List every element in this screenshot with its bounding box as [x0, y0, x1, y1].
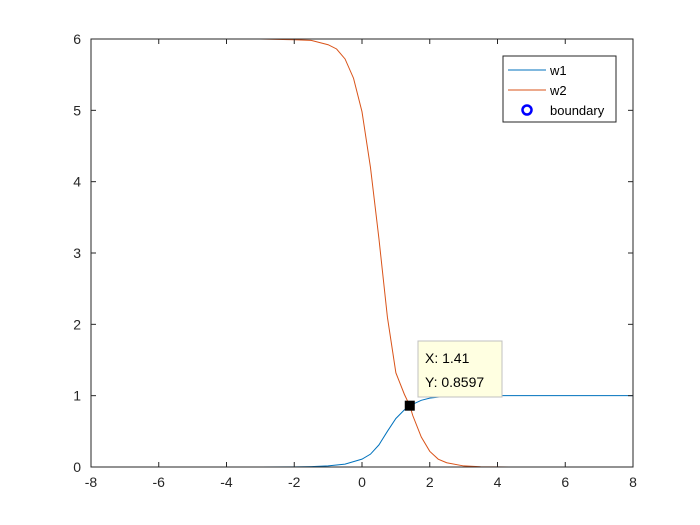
x-tick-label: -8 [85, 474, 98, 490]
x-tick-label: 0 [358, 474, 366, 490]
series-line-w2 [91, 38, 633, 468]
legend-marker-boundary [521, 104, 533, 116]
datatip-marker[interactable] [404, 400, 415, 411]
x-tick-label: -4 [220, 474, 233, 490]
legend-label-w1: w1 [549, 63, 567, 78]
x-tick-label: 8 [629, 474, 637, 490]
datatip-box [417, 340, 503, 398]
y-tick-label: 4 [73, 174, 81, 190]
x-tick-label: 6 [561, 474, 569, 490]
y-tick-label: 5 [73, 102, 81, 118]
legend-label-w2: w2 [549, 83, 567, 98]
y-tick-label: 2 [73, 316, 81, 332]
x-tick-label: -2 [288, 474, 301, 490]
datatip-y-label: Y: 0.8597 [425, 374, 484, 390]
x-tick-label: 2 [426, 474, 434, 490]
y-tick-label: 3 [73, 245, 81, 261]
x-tick-label: -6 [153, 474, 166, 490]
y-tick-label: 0 [73, 459, 81, 475]
y-tick-label: 6 [73, 31, 81, 47]
y-tick-label: 1 [73, 388, 81, 404]
x-tick-label: 4 [494, 474, 502, 490]
datatip-x-label: X: 1.41 [425, 350, 470, 366]
legend-label-boundary: boundary [550, 103, 605, 118]
